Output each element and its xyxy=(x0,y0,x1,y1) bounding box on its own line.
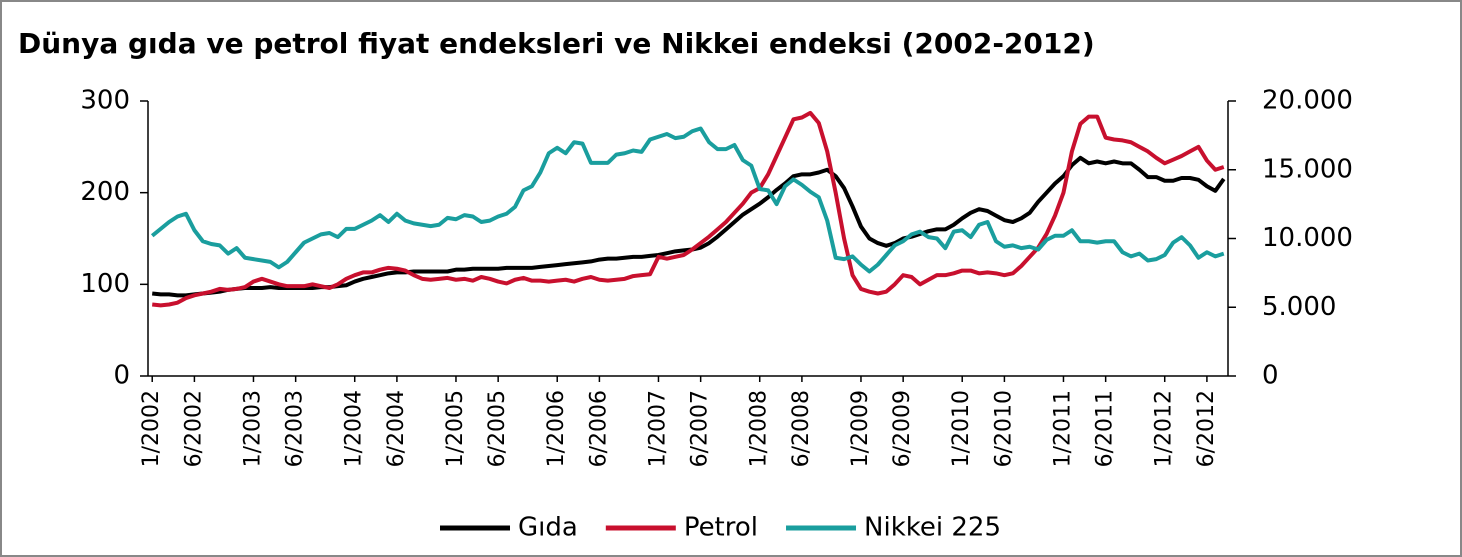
x-tick-label: 1/2006 xyxy=(544,390,569,467)
x-tick-label: 6/2004 xyxy=(384,390,409,467)
x-tick-label: 6/2011 xyxy=(1093,390,1118,467)
x-tick-label: 1/2002 xyxy=(139,390,164,467)
x-tick-label: 1/2008 xyxy=(747,390,772,467)
x-tick-label: 6/2003 xyxy=(283,390,308,467)
x-tick-label: 1/2005 xyxy=(443,390,468,467)
y-tick-label: 200 xyxy=(80,177,130,207)
y-tick-label: 100 xyxy=(80,269,130,299)
x-tick-label: 1/2012 xyxy=(1152,390,1177,467)
x-tick-label: 1/2010 xyxy=(949,390,974,467)
y2-tick-label: 5.000 xyxy=(1262,292,1336,322)
x-tick-label: 6/2012 xyxy=(1194,390,1219,467)
x-tick-label: 6/2002 xyxy=(181,390,206,467)
x-tick-label: 6/2008 xyxy=(789,390,814,467)
x-tick-label: 1/2011 xyxy=(1050,390,1075,467)
legend-label: Petrol xyxy=(684,513,758,543)
y2-tick-label: 0 xyxy=(1262,361,1279,391)
y-tick-label: 300 xyxy=(80,86,130,116)
x-tick-label: 6/2007 xyxy=(688,390,713,467)
y2-tick-label: 10.000 xyxy=(1262,223,1353,253)
legend-label: Nikkei 225 xyxy=(864,513,1001,543)
legend-label: Gıda xyxy=(518,513,578,543)
y-tick-label: 0 xyxy=(113,361,130,391)
y2-tick-label: 15.000 xyxy=(1262,154,1353,184)
x-tick-label: 1/2007 xyxy=(645,390,670,467)
x-tick-label: 1/2004 xyxy=(342,390,367,467)
x-tick-label: 1/2003 xyxy=(240,390,265,467)
x-tick-label: 6/2010 xyxy=(991,390,1016,467)
x-tick-label: 6/2009 xyxy=(890,390,915,467)
x-tick-label: 6/2006 xyxy=(586,390,611,467)
y2-tick-label: 20.000 xyxy=(1262,86,1353,116)
series-line xyxy=(152,110,1225,308)
x-tick-label: 6/2005 xyxy=(485,390,510,467)
series-line xyxy=(150,126,1225,274)
chart-title: Dünya gıda ve petrol fiyat endeksleri ve… xyxy=(18,27,1095,60)
x-tick-label: 1/2009 xyxy=(848,390,873,467)
